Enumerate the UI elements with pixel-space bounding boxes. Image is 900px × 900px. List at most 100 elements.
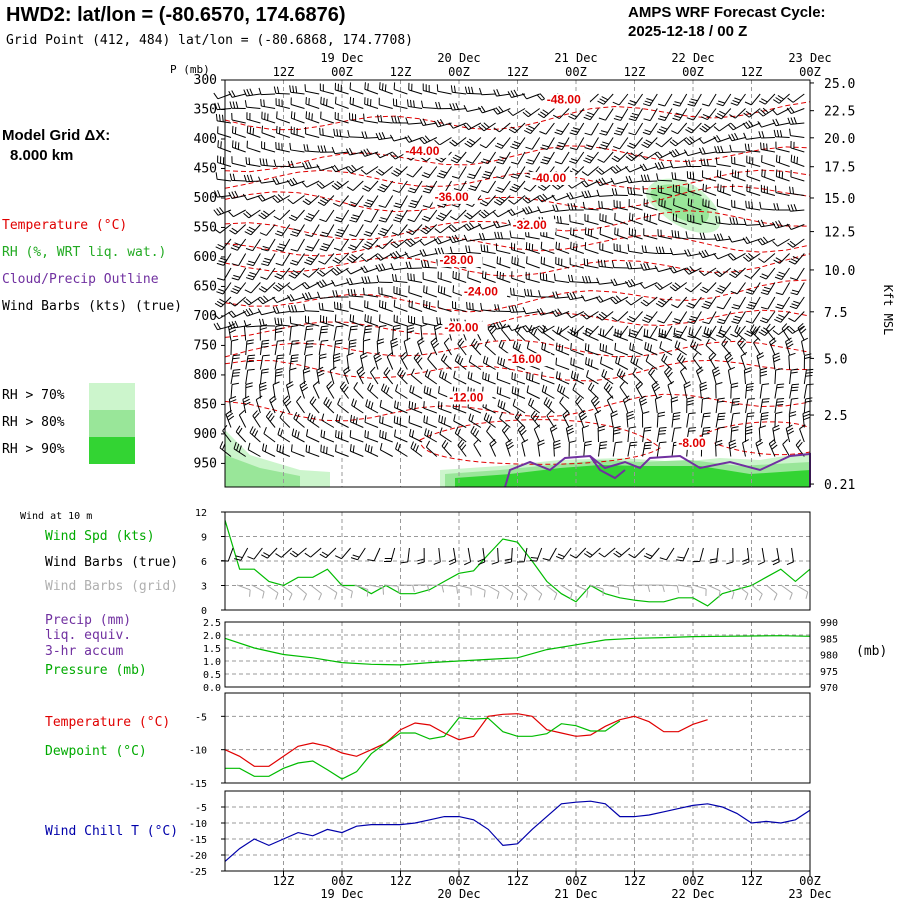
- wind-barb-flag: [601, 96, 609, 101]
- wind-barb-flag: [294, 304, 298, 312]
- wind-barb-flag: [615, 441, 623, 444]
- wind-barb-flag: [265, 158, 268, 166]
- wind-barb: [484, 339, 496, 356]
- wind-barb-staff: [473, 444, 482, 457]
- wind-barb-staff: [626, 413, 629, 428]
- wind-barb-staff: [628, 267, 643, 270]
- wind-barb: [673, 198, 687, 211]
- wind-barb-staff: [394, 422, 408, 428]
- wind-barb: [774, 311, 790, 323]
- wind-barb-flag: [417, 558, 425, 562]
- wind-barb-flag: [457, 439, 463, 446]
- wind-barb: [671, 412, 681, 428]
- wind-barb: [507, 208, 526, 217]
- wind-barb-staff: [439, 224, 452, 234]
- wind-barb: [289, 354, 299, 370]
- wind-barb-staff: [632, 311, 643, 323]
- wind-barb: [702, 183, 717, 196]
- wind-barb: [276, 444, 290, 457]
- wind-barb-staff: [305, 90, 320, 95]
- wind-barb-flag: [404, 251, 410, 258]
- wind-barb-flag: [327, 383, 334, 390]
- wind-barb-staff: [528, 108, 540, 118]
- wind-barb-flag: [765, 323, 771, 330]
- wind-barb-staff: [291, 117, 305, 124]
- wind-barb-staff: [740, 356, 746, 370]
- wind-barb: [215, 113, 232, 124]
- wind-barb-flag: [296, 395, 302, 402]
- wind-barb: [530, 584, 543, 601]
- wind-barb-flag: [654, 265, 659, 272]
- wind-barb: [290, 444, 305, 457]
- wind-barb: [651, 380, 661, 399]
- wind-barb-staff: [779, 253, 790, 264]
- wind-barb: [247, 547, 263, 560]
- wind-barb-flag: [687, 198, 690, 206]
- wind-barb-flag: [601, 177, 607, 184]
- wind-barb-staff: [350, 421, 364, 428]
- wind-barb-flag: [729, 144, 732, 152]
- wind-barb: [787, 93, 805, 103]
- wind-barb: [289, 253, 305, 266]
- wind-barb-flag: [412, 443, 417, 451]
- wind-barb: [657, 93, 673, 107]
- wind-barb-staff: [673, 151, 687, 158]
- wind-barb-flag: [613, 166, 619, 173]
- wind-barb-flag: [247, 357, 255, 360]
- wind-barb-staff: [512, 108, 526, 116]
- wind-barb: [404, 251, 423, 259]
- wind-barb-flag: [510, 146, 518, 150]
- wind-barb-flag: [474, 430, 480, 437]
- wind-barb: [410, 368, 423, 385]
- wind-barb-staff: [687, 220, 702, 225]
- wind-barb: [391, 115, 408, 124]
- wind-barb-staff: [274, 326, 277, 341]
- wind-barb: [228, 310, 246, 318]
- wind-barb: [759, 383, 770, 399]
- wind-barb: [645, 354, 658, 370]
- wind-barb-staff: [364, 421, 379, 428]
- wind-barb: [251, 584, 265, 599]
- wind-barb-staff: [540, 279, 555, 283]
- wind-barb: [252, 410, 261, 428]
- wind-barb: [349, 209, 364, 223]
- wind-barb-staff: [304, 355, 307, 370]
- wind-barb: [333, 339, 343, 356]
- wind-barb-flag: [399, 417, 402, 425]
- wind-barb: [228, 296, 247, 307]
- wind-barb-flag: [688, 302, 696, 307]
- wind-barb-flag: [603, 381, 609, 389]
- wind-barb-staff: [312, 385, 320, 399]
- wind-barb-flag: [262, 318, 265, 326]
- wind-barb-staff: [531, 137, 541, 150]
- wind-barb-flag: [672, 418, 680, 421]
- wind-barb: [583, 440, 592, 457]
- x-date-label: 21 Dec: [554, 51, 597, 65]
- wind-barb: [686, 412, 696, 428]
- wind-barb-flag: [498, 196, 505, 202]
- wind-barb-staff: [237, 238, 247, 251]
- wind-barb: [337, 397, 349, 414]
- wind-barb-flag: [234, 141, 237, 149]
- wind-barb: [537, 324, 555, 334]
- wind-barb: [348, 112, 364, 124]
- wind-barb-staff: [452, 277, 467, 283]
- wind-barb-staff: [546, 415, 555, 428]
- wind-barb-flag: [702, 321, 710, 325]
- wind-barb-staff: [222, 282, 232, 295]
- wind-barb-flag: [786, 328, 793, 334]
- wind-barb: [468, 413, 482, 428]
- wind-barb-flag: [380, 383, 385, 391]
- wind-barb: [757, 219, 775, 228]
- wind-barb-flag: [776, 129, 780, 138]
- wind-barb-flag: [248, 260, 256, 264]
- wind-barb-flag: [611, 157, 619, 163]
- wind-barb: [302, 195, 320, 206]
- wind-barb-staff: [517, 151, 526, 165]
- wind-barb-flag: [717, 113, 724, 118]
- wind-barb-flag: [697, 369, 704, 375]
- wind-barb-flag: [537, 113, 545, 119]
- wind-barb-flag: [230, 310, 237, 317]
- wind-barb-flag: [619, 370, 624, 378]
- y-tick-label: 12: [195, 508, 207, 519]
